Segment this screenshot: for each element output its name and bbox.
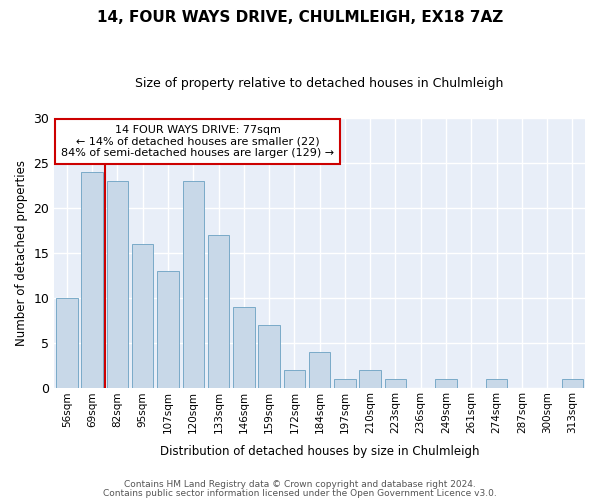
Bar <box>107 181 128 388</box>
Text: Contains HM Land Registry data © Crown copyright and database right 2024.: Contains HM Land Registry data © Crown c… <box>124 480 476 489</box>
Text: 14, FOUR WAYS DRIVE, CHULMLEIGH, EX18 7AZ: 14, FOUR WAYS DRIVE, CHULMLEIGH, EX18 7A… <box>97 10 503 25</box>
Bar <box>334 380 356 388</box>
Bar <box>157 272 179 388</box>
Bar <box>82 172 103 388</box>
Bar <box>385 380 406 388</box>
Text: 14 FOUR WAYS DRIVE: 77sqm
← 14% of detached houses are smaller (22)
84% of semi-: 14 FOUR WAYS DRIVE: 77sqm ← 14% of detac… <box>61 125 334 158</box>
X-axis label: Distribution of detached houses by size in Chulmleigh: Distribution of detached houses by size … <box>160 444 479 458</box>
Bar <box>359 370 381 388</box>
Bar <box>56 298 77 388</box>
Bar <box>435 380 457 388</box>
Bar <box>309 352 331 388</box>
Bar <box>182 181 204 388</box>
Bar <box>284 370 305 388</box>
Bar <box>233 308 254 388</box>
Text: Contains public sector information licensed under the Open Government Licence v3: Contains public sector information licen… <box>103 488 497 498</box>
Title: Size of property relative to detached houses in Chulmleigh: Size of property relative to detached ho… <box>136 78 504 90</box>
Bar <box>208 235 229 388</box>
Bar <box>259 326 280 388</box>
Bar <box>486 380 507 388</box>
Bar <box>132 244 154 388</box>
Bar <box>562 380 583 388</box>
Y-axis label: Number of detached properties: Number of detached properties <box>15 160 28 346</box>
